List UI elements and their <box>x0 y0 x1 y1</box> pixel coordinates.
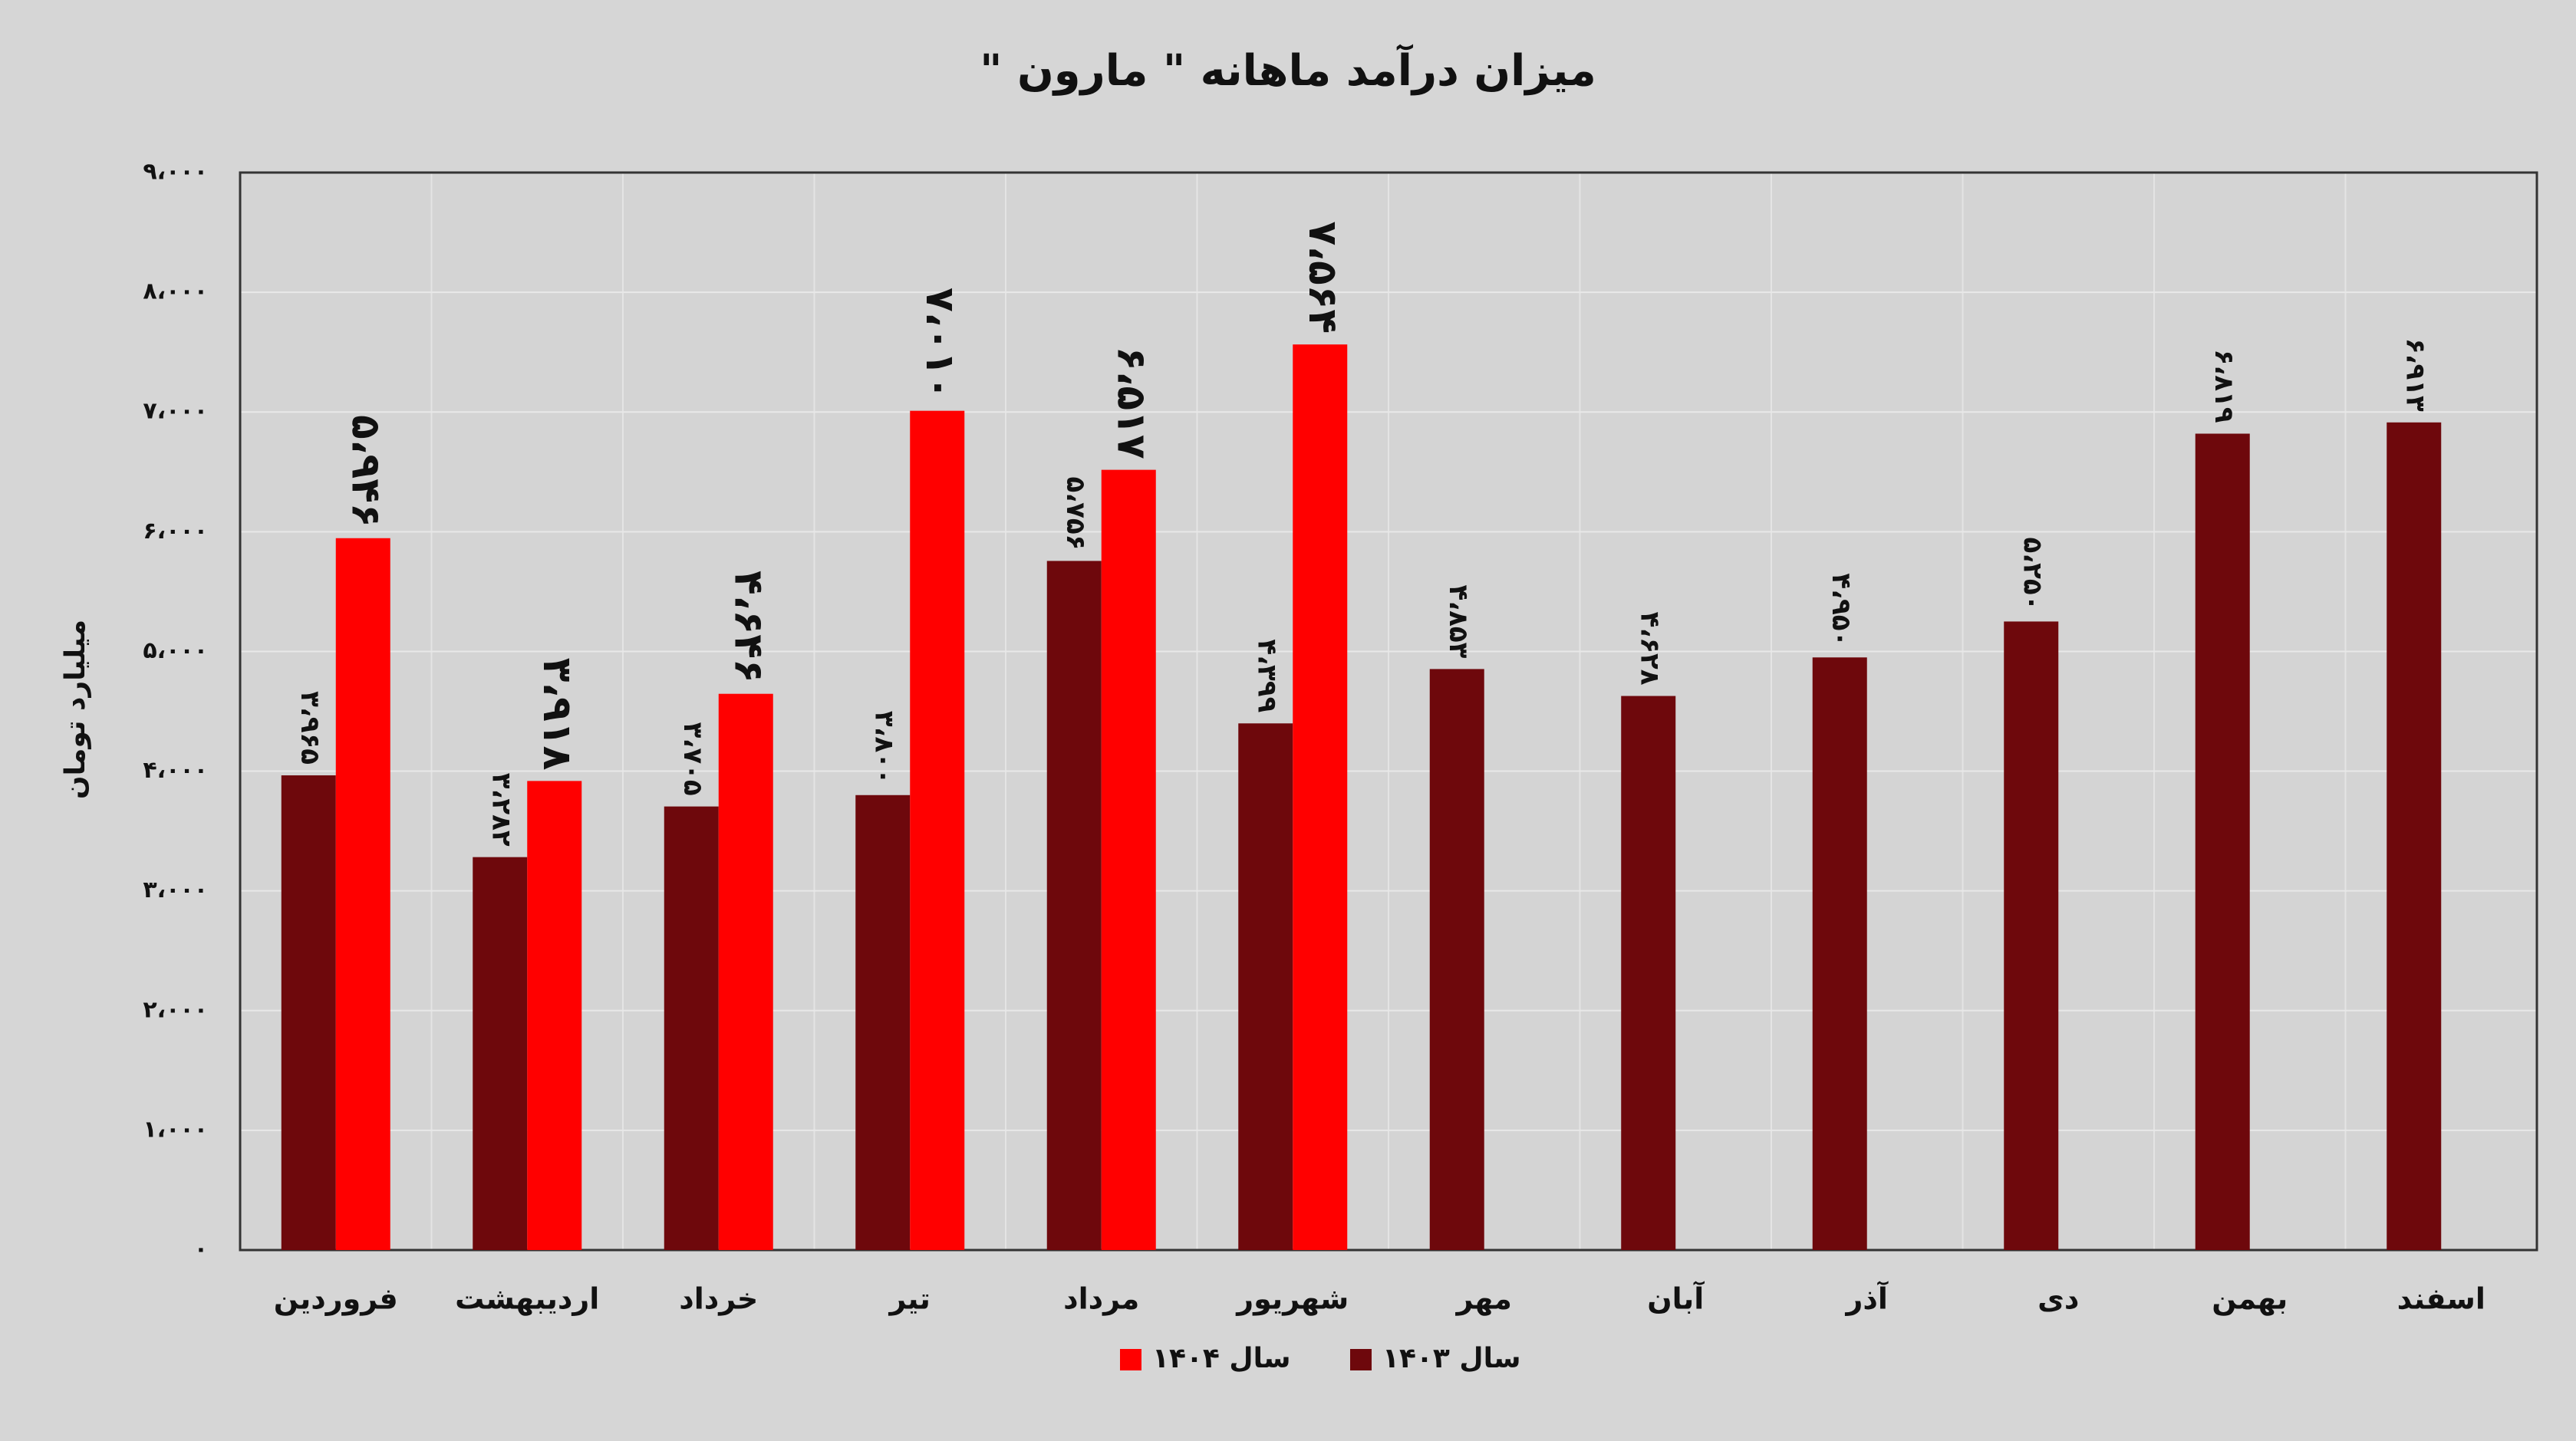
y-tick-label: ۰ <box>194 1236 208 1263</box>
x-tick-label: دی <box>2037 1282 2079 1316</box>
data-label: ۴،۶۴۶ <box>725 571 771 683</box>
data-label: ۴،۶۲۸ <box>1634 612 1665 686</box>
data-label: ۵،۲۵۰ <box>2017 537 2047 610</box>
data-label: ۳،۹۱۸ <box>534 658 580 771</box>
legend-swatch <box>1120 1349 1141 1370</box>
data-label: ۶،۸۱۹ <box>2209 350 2239 423</box>
bar <box>2004 621 2059 1250</box>
bar <box>527 781 582 1250</box>
legend-label: سال ۱۴۰۳ <box>1382 1343 1521 1374</box>
data-label: ۷،۵۶۴ <box>1300 221 1346 334</box>
y-tick-label: ۳،۰۰۰ <box>143 877 208 903</box>
y-tick-label: ۹،۰۰۰ <box>143 159 208 186</box>
x-tick-label: فروردین <box>274 1282 398 1317</box>
x-tick-label: اردیبهشت <box>455 1282 599 1316</box>
bar <box>1812 657 1867 1250</box>
bar <box>1046 561 1102 1250</box>
data-label: ۶،۵۱۷ <box>1108 347 1154 459</box>
data-label: ۴،۹۵۰ <box>1826 573 1856 646</box>
legend-swatch <box>1350 1349 1372 1370</box>
bar <box>664 806 719 1250</box>
y-tick-label: ۶،۰۰۰ <box>143 518 208 544</box>
bar <box>1101 469 1156 1250</box>
y-tick-label: ۸،۰۰۰ <box>143 278 208 305</box>
y-tick-label: ۱،۰۰۰ <box>143 1116 208 1143</box>
data-label: ۵،۷۵۶ <box>1060 476 1091 550</box>
bar <box>718 693 773 1250</box>
chart-title: میزان درآمد ماهانه " مارون " <box>980 44 1596 96</box>
x-tick-label: آذر <box>1845 1281 1889 1316</box>
y-tick-label: ۴،۰۰۰ <box>143 757 208 784</box>
data-label: ۳،۸۰۰ <box>868 711 899 785</box>
x-tick-label: شهریور <box>1235 1282 1349 1316</box>
x-tick-label: تیر <box>888 1282 931 1316</box>
y-axis-label: میلیارد تومان <box>60 620 91 799</box>
plot-border <box>239 171 2538 1252</box>
x-tick-label: مهر <box>1455 1282 1512 1316</box>
x-tick-label: بهمن <box>2212 1282 2288 1316</box>
bar <box>910 410 965 1250</box>
data-label: ۷،۰۱۰ <box>917 288 963 400</box>
bar <box>2195 433 2250 1251</box>
bar <box>281 775 336 1250</box>
data-label: ۵،۹۴۶ <box>342 415 388 528</box>
legend-label: سال ۱۴۰۴ <box>1152 1343 1291 1374</box>
bar <box>473 857 528 1250</box>
bar <box>1429 669 1484 1250</box>
data-label: ۳،۲۸۲ <box>486 773 516 847</box>
bar <box>1238 723 1293 1250</box>
data-label: ۳،۹۶۵ <box>295 691 325 765</box>
x-tick-label: اسفند <box>2397 1282 2485 1316</box>
bar <box>1293 344 1348 1251</box>
y-tick-label: ۲،۰۰۰ <box>143 996 208 1023</box>
bar <box>335 538 390 1250</box>
bar <box>855 795 911 1250</box>
x-tick-label: مرداد <box>1063 1282 1139 1316</box>
data-label: ۶،۹۱۳ <box>2400 338 2430 412</box>
bar <box>1621 696 1676 1250</box>
data-label: ۴،۳۹۹ <box>1251 639 1282 712</box>
x-tick-label: خرداد <box>679 1282 758 1316</box>
y-tick-label: ۵،۰۰۰ <box>143 637 208 664</box>
bar <box>2387 422 2442 1250</box>
data-label: ۳،۷۰۵ <box>677 722 708 796</box>
data-label: ۴،۸۵۳ <box>1443 584 1474 658</box>
x-tick-label: آبان <box>1647 1281 1705 1316</box>
y-tick-label: ۷،۰۰۰ <box>143 398 208 425</box>
